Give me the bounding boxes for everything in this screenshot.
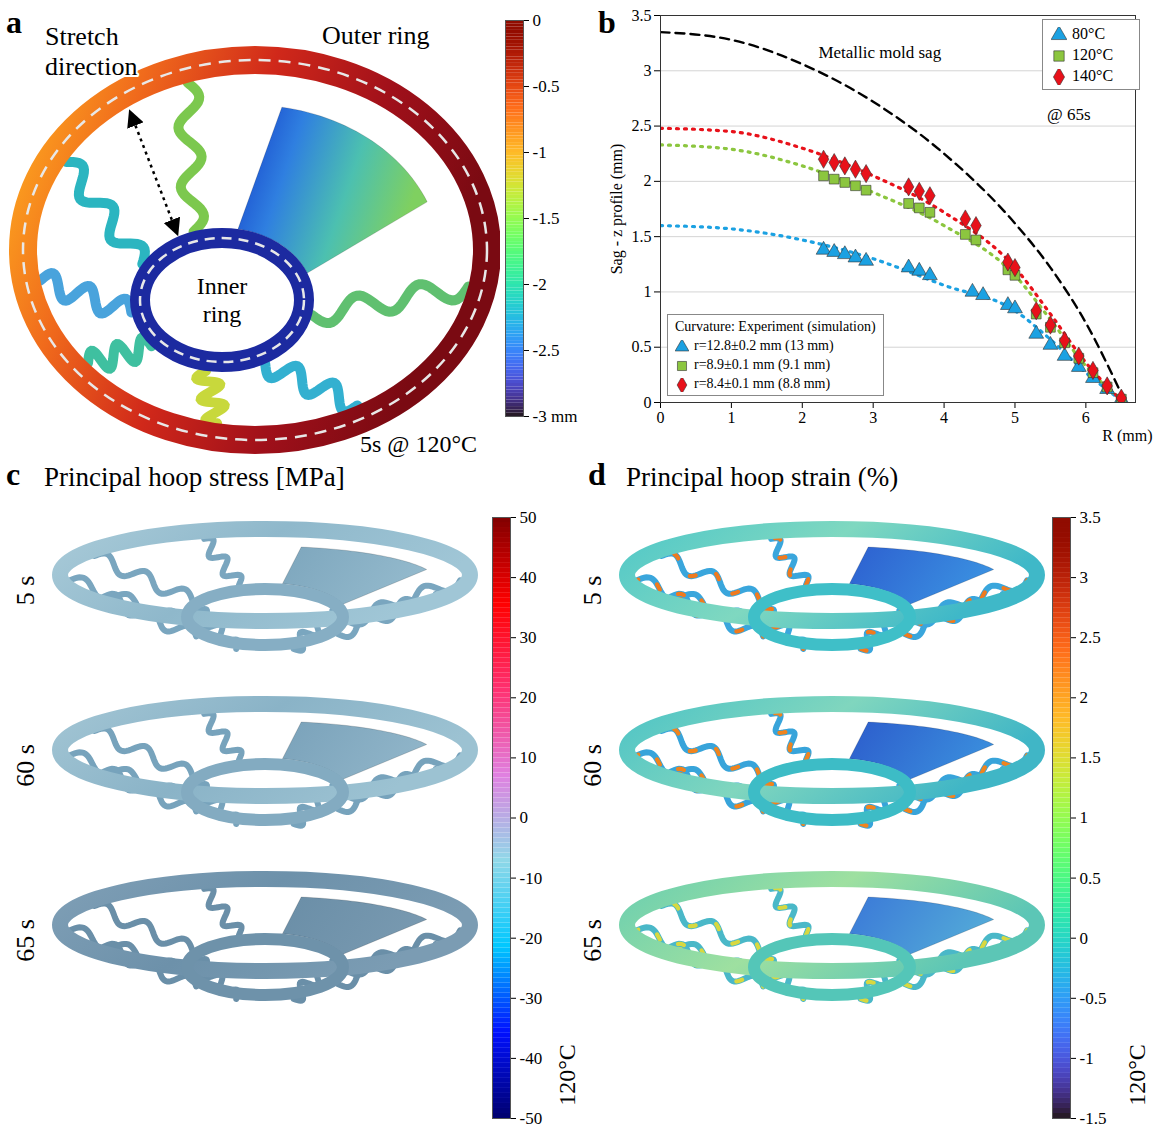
svg-text:-30: -30 bbox=[520, 989, 543, 1008]
html-text:r=8.4±0.1 mm (8.8 mm): r=8.4±0.1 mm (8.8 mm) bbox=[694, 376, 831, 391]
svg-text:50: 50 bbox=[520, 508, 537, 527]
html-text:Curvature: Experiment (simulat: Curvature: Experiment (simulation) bbox=[675, 319, 876, 334]
svg-text:6: 6 bbox=[1082, 409, 1090, 426]
svg-text:0.5: 0.5 bbox=[1080, 869, 1101, 888]
svg-text:Sag - z profile (mm): Sag - z profile (mm) bbox=[608, 144, 626, 275]
html-text:b: b bbox=[598, 4, 616, 40]
svg-text:60 s: 60 s bbox=[11, 744, 40, 787]
svg-text:-1.5: -1.5 bbox=[533, 209, 560, 228]
svg-text:Stretch: Stretch bbox=[45, 22, 119, 51]
html-text:r=12.8±0.2 mm (13 mm): r=12.8±0.2 mm (13 mm) bbox=[694, 338, 834, 353]
svg-text:-0.5: -0.5 bbox=[533, 77, 560, 96]
svg-text:0: 0 bbox=[657, 409, 665, 426]
svg-text:65 s: 65 s bbox=[578, 919, 607, 962]
svg-text:1.5: 1.5 bbox=[1080, 748, 1101, 767]
html-text:a: a bbox=[6, 4, 22, 40]
svg-text:3: 3 bbox=[1080, 568, 1089, 587]
html-text:Principal hoop strain (%): Principal hoop strain (%) bbox=[626, 462, 899, 492]
svg-text:Inner: Inner bbox=[197, 273, 248, 299]
svg-text:-40: -40 bbox=[520, 1049, 543, 1068]
svg-text:-10: -10 bbox=[520, 869, 543, 888]
svg-text:Outer ring: Outer ring bbox=[322, 21, 430, 50]
svg-text:1: 1 bbox=[644, 283, 652, 300]
svg-text:5: 5 bbox=[1011, 409, 1019, 426]
svg-text:10: 10 bbox=[520, 748, 537, 767]
svg-text:5 s: 5 s bbox=[11, 575, 40, 605]
svg-text:2.5: 2.5 bbox=[632, 117, 652, 134]
svg-text:0: 0 bbox=[520, 808, 529, 827]
svg-text:2: 2 bbox=[798, 409, 806, 426]
svg-text:-0.5: -0.5 bbox=[1080, 989, 1107, 1008]
html-text:@ 65s: @ 65s bbox=[1047, 105, 1091, 124]
svg-text:-20: -20 bbox=[520, 929, 543, 948]
svg-text:3.5: 3.5 bbox=[632, 7, 652, 24]
svg-text:-1: -1 bbox=[1080, 1049, 1094, 1068]
svg-text:4: 4 bbox=[940, 409, 948, 426]
html-text:Principal hoop stress [MPa]: Principal hoop stress [MPa] bbox=[44, 462, 345, 492]
svg-text:3.5: 3.5 bbox=[1080, 508, 1101, 527]
svg-text:-3 mm: -3 mm bbox=[533, 407, 578, 426]
svg-text:120°C: 120°C bbox=[554, 1044, 580, 1106]
svg-text:1.5: 1.5 bbox=[632, 228, 652, 245]
svg-text:20: 20 bbox=[520, 688, 537, 707]
svg-text:2: 2 bbox=[1080, 688, 1089, 707]
svg-text:0: 0 bbox=[644, 394, 652, 411]
svg-text:-1.5: -1.5 bbox=[1080, 1109, 1107, 1128]
svg-text:1: 1 bbox=[727, 409, 735, 426]
svg-text:-50: -50 bbox=[520, 1109, 543, 1128]
html-text:80°C: 80°C bbox=[1072, 25, 1106, 42]
html-text:120°C: 120°C bbox=[1072, 46, 1114, 63]
svg-text:R (mm): R (mm) bbox=[1102, 427, 1152, 445]
svg-text:30: 30 bbox=[520, 628, 537, 647]
svg-text:65 s: 65 s bbox=[11, 919, 40, 962]
svg-text:-2.5: -2.5 bbox=[533, 341, 560, 360]
svg-text:ring: ring bbox=[203, 301, 242, 327]
html-text:140°C: 140°C bbox=[1072, 67, 1114, 84]
svg-text:-1: -1 bbox=[533, 143, 547, 162]
svg-text:3: 3 bbox=[644, 62, 652, 79]
svg-text:5s @ 120°C: 5s @ 120°C bbox=[360, 431, 477, 457]
svg-text:0: 0 bbox=[533, 11, 542, 30]
svg-text:2.5: 2.5 bbox=[1080, 628, 1101, 647]
html-text:d: d bbox=[588, 456, 606, 492]
svg-text:-2: -2 bbox=[533, 275, 547, 294]
svg-text:1: 1 bbox=[1080, 808, 1089, 827]
svg-text:5 s: 5 s bbox=[578, 575, 607, 605]
svg-text:0: 0 bbox=[1080, 929, 1089, 948]
svg-text:2: 2 bbox=[644, 172, 652, 189]
html-text:Metallic mold sag: Metallic mold sag bbox=[818, 42, 942, 62]
svg-text:0.5: 0.5 bbox=[632, 338, 652, 355]
html-text:r=8.9±0.1 mm (9.1 mm): r=8.9±0.1 mm (9.1 mm) bbox=[694, 357, 831, 372]
svg-text:60 s: 60 s bbox=[578, 744, 607, 787]
svg-text:3: 3 bbox=[869, 409, 877, 426]
svg-text:40: 40 bbox=[520, 568, 537, 587]
svg-text:direction: direction bbox=[45, 52, 137, 81]
html-text:c: c bbox=[6, 456, 21, 492]
svg-text:120°C: 120°C bbox=[1124, 1044, 1150, 1106]
